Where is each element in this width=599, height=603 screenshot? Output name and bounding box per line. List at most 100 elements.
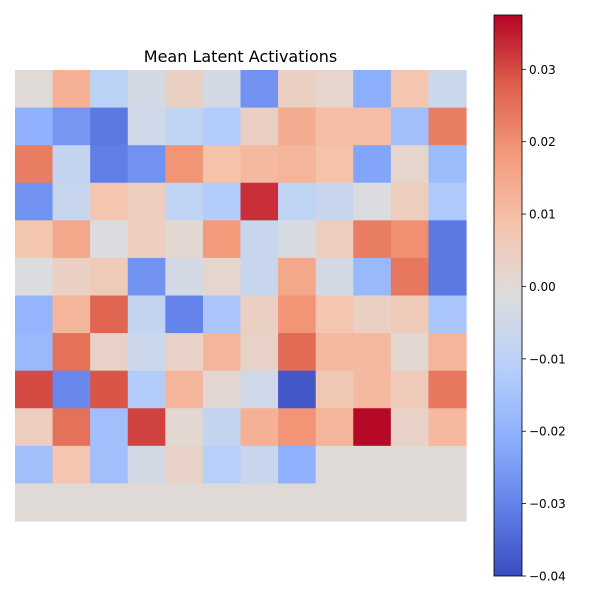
heatmap-cell: [428, 408, 467, 447]
heatmap-cell: [52, 295, 91, 334]
colorbar-tick-label: −0.02: [529, 425, 566, 439]
heatmap-cell: [353, 257, 392, 297]
heatmap-cell: [240, 370, 279, 409]
heatmap-cell: [390, 370, 430, 409]
colorbar-tick-label: −0.03: [529, 497, 566, 511]
heatmap-cell: [165, 408, 204, 447]
heatmap-cell: [202, 107, 242, 146]
heatmap-cell: [165, 145, 204, 184]
heatmap-cell: [90, 70, 129, 109]
heatmap-cell: [428, 145, 467, 184]
heatmap-cell: [90, 145, 129, 184]
heatmap-cell: [278, 182, 317, 221]
heatmap-cell: [15, 257, 54, 297]
heatmap-cell: [52, 445, 91, 485]
heatmap-cell: [428, 182, 467, 221]
heatmap-cell: [165, 70, 204, 109]
heatmap-cell: [240, 182, 279, 221]
heatmap-cell: [165, 257, 204, 297]
heatmap-cell: [240, 107, 279, 146]
heatmap-cell: [202, 182, 242, 221]
heatmap-cell: [52, 182, 91, 221]
heatmap-cell: [240, 257, 279, 297]
heatmap-cell: [15, 408, 54, 447]
heatmap-cell: [165, 445, 204, 485]
heatmap-cell: [278, 70, 317, 109]
heatmap-cell: [165, 107, 204, 146]
heatmap-cell: [428, 445, 467, 485]
heatmap-cell: [278, 257, 317, 297]
heatmap-cell: [315, 408, 354, 447]
heatmap-cell: [240, 483, 279, 522]
heatmap-cell: [278, 483, 317, 522]
heatmap-cell: [390, 107, 430, 146]
heatmap-cell: [428, 107, 467, 146]
colorbar-tick-label: 0.02: [529, 135, 556, 149]
heatmap-cell: [202, 145, 242, 184]
heatmap-cell: [90, 295, 129, 334]
heatmap-cell: [390, 445, 430, 485]
heatmap-cell: [165, 333, 204, 372]
heatmap-cell: [127, 220, 166, 259]
heatmap-cell: [240, 333, 279, 372]
heatmap-cell: [390, 145, 430, 184]
colorbar-tick-label: 0.01: [529, 208, 556, 222]
heatmap-cell: [90, 182, 129, 221]
heatmap-cell: [15, 182, 54, 221]
heatmap-cell: [390, 408, 430, 447]
colorbar: [493, 14, 523, 577]
heatmap-cell: [15, 445, 54, 485]
heatmap-cell: [127, 370, 166, 409]
heatmap-cell: [315, 445, 354, 485]
heatmap-cell: [353, 220, 392, 259]
heatmap-cell: [202, 333, 242, 372]
heatmap-cell: [353, 370, 392, 409]
heatmap-cell: [127, 182, 166, 221]
heatmap-cell: [353, 445, 392, 485]
heatmap-cell: [90, 220, 129, 259]
heatmap-cell: [428, 483, 467, 522]
heatmap-cell: [428, 333, 467, 372]
heatmap-cell: [202, 483, 242, 522]
heatmap-cell: [15, 483, 54, 522]
heatmap-cell: [240, 408, 279, 447]
heatmap-cell: [390, 220, 430, 259]
heatmap-cell: [315, 70, 354, 109]
heatmap-cell: [278, 220, 317, 259]
heatmap-cell: [315, 370, 354, 409]
heatmap-cell: [15, 70, 54, 109]
heatmap-cell: [202, 370, 242, 409]
heatmap-cell: [127, 445, 166, 485]
heatmap-cell: [240, 295, 279, 334]
heatmap-cell: [15, 145, 54, 184]
heatmap-cell: [127, 107, 166, 146]
heatmap-cell: [90, 333, 129, 372]
heatmap-cell: [428, 220, 467, 259]
heatmap-cell: [390, 70, 430, 109]
heatmap-cell: [127, 257, 166, 297]
heatmap-cell: [315, 182, 354, 221]
heatmap-cell: [315, 295, 354, 334]
heatmap-cell: [390, 333, 430, 372]
heatmap-cell: [15, 107, 54, 146]
heatmap-cell: [240, 445, 279, 485]
heatmap-cell: [52, 145, 91, 184]
colorbar-ticks: 0.03 0.02 0.01 0.00 −0.01 −0.02 −0.03 −0.04: [522, 63, 566, 584]
heatmap-cell: [127, 70, 166, 109]
heatmap-cell: [127, 483, 166, 522]
heatmap-cell: [315, 257, 354, 297]
heatmap-cell: [315, 145, 354, 184]
heatmap-cell: [165, 182, 204, 221]
heatmap-cell: [52, 333, 91, 372]
heatmap-cell: [353, 408, 392, 447]
heatmap-cell: [353, 107, 392, 146]
heatmap-cell: [52, 483, 91, 522]
heatmap-cell: [15, 220, 54, 259]
heatmap-cell: [315, 483, 354, 522]
heatmap-cell: [165, 370, 204, 409]
heatmap-cell: [353, 333, 392, 372]
heatmap-cell: [278, 445, 317, 485]
heatmap-cell: [52, 220, 91, 259]
heatmap-cell: [202, 295, 242, 334]
